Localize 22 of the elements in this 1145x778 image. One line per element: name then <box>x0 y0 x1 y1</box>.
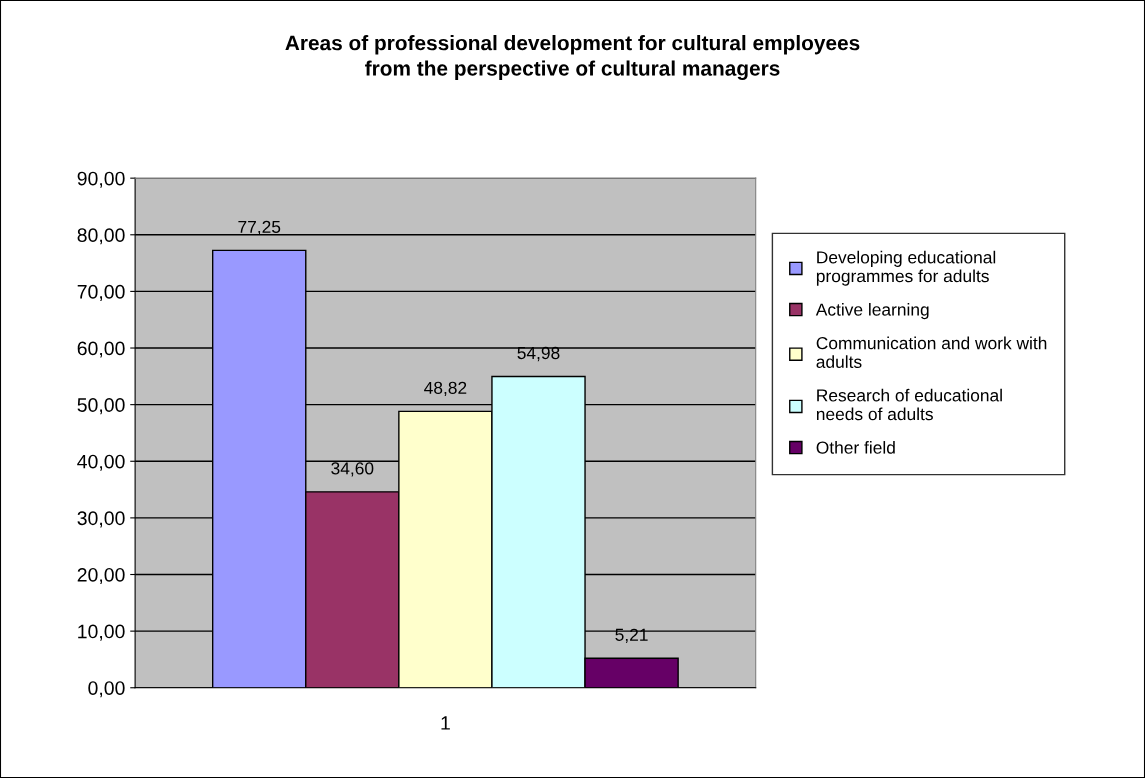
y-tick-label: 0,00 <box>88 681 125 698</box>
legend-label: Active learning <box>815 303 929 320</box>
data-label: 48,82 <box>424 381 467 397</box>
y-tick-label: 60,00 <box>77 341 125 358</box>
legend-label: Communication and work with adults <box>816 336 1047 368</box>
x-tick-label: 1 <box>441 716 450 730</box>
data-label: 34,60 <box>331 462 374 477</box>
legend-label: Developing educational programmes for adults <box>816 250 996 286</box>
y-tick-label: 10,00 <box>78 624 125 641</box>
y-tick-label: 90,00 <box>77 171 125 188</box>
y-tick-label: 50,00 <box>77 398 125 415</box>
y-tick-label: 40,00 <box>77 454 125 471</box>
data-label: 77,25 <box>238 220 281 236</box>
y-tick-label: 80,00 <box>77 228 125 245</box>
data-label: 5,21 <box>615 628 648 643</box>
data-label: 54,98 <box>517 346 560 362</box>
y-tick-label: 70,00 <box>77 284 125 301</box>
legend-label: Research of educational needs of adults <box>816 388 1002 421</box>
y-tick-label: 20,00 <box>77 567 125 585</box>
legend-label: Other field <box>816 441 895 454</box>
y-tick-label: 30,00 <box>77 511 125 528</box>
chart-title: Areas of professional development for cultural employees from the perspective of cultural managers <box>285 35 860 80</box>
